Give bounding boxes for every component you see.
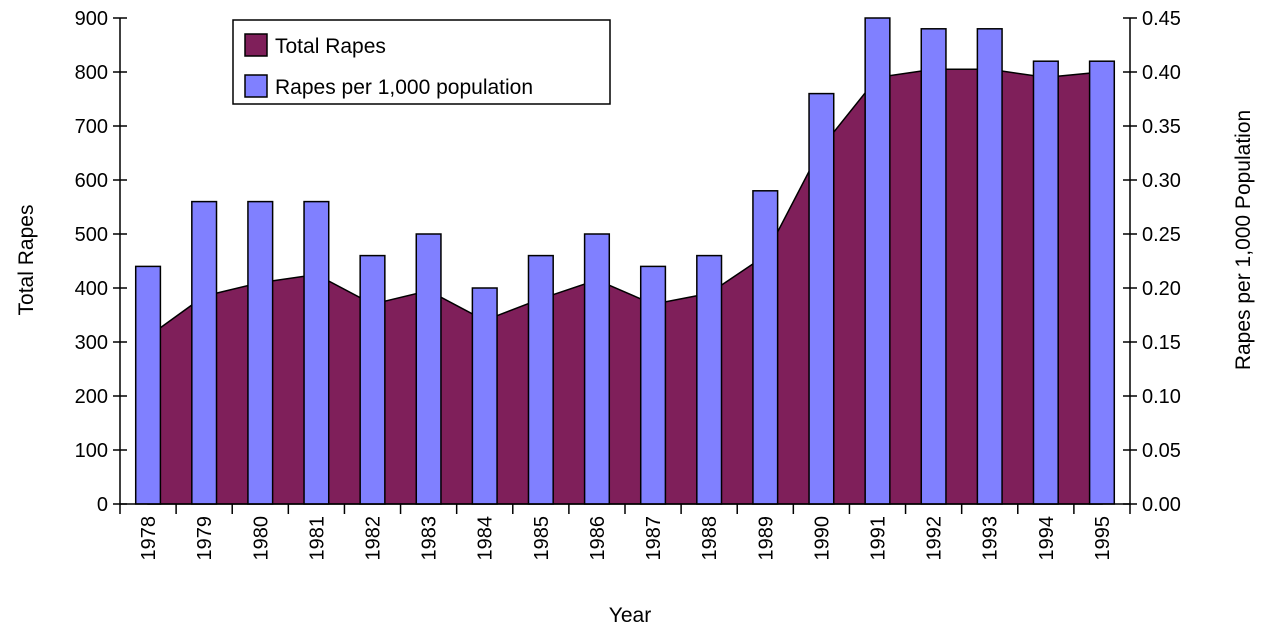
x-tick-label: 1982 [363,516,385,561]
x-tick-label: 1990 [811,516,833,561]
y-tick-label: 200 [75,386,108,408]
bar-1988 [696,254,723,505]
y-axis-title: Total Rapes [15,205,38,316]
bar-1994 [1032,60,1059,505]
y-tick-label: 400 [75,278,108,300]
y-tick-label: 900 [75,8,108,30]
y-tick-label: 600 [75,170,108,192]
bar-1989 [752,190,779,505]
x-tick-label: 1981 [306,516,328,561]
legend-label-total-rapes: Total Rapes [275,35,386,58]
bar-1983 [415,233,442,505]
bar-1980 [247,200,274,505]
y2-tick-label: 0.30 [1142,170,1181,192]
bar-1978 [134,265,162,505]
x-tick-label: 1980 [250,516,272,561]
bar-1995 [1088,60,1116,505]
x-tick-label: 1991 [868,516,890,561]
bar-1985 [527,254,554,505]
x-tick-label: 1993 [980,516,1002,561]
x-tick-label: 1995 [1092,516,1114,561]
y2-tick-label: 0.05 [1142,440,1181,462]
plot-area: 0 100 200 300 400 500 600 700 800 900 0.00 0.05 0.10… [75,8,1181,561]
y2-tick-label: 0.35 [1142,116,1181,138]
y2-tick-label: 0.45 [1142,8,1181,30]
area-total-rapes [147,68,1103,505]
y2-tick-label: 0.00 [1142,494,1181,516]
x-tick-label: 1986 [587,516,609,561]
y-tick-label: 700 [75,116,108,138]
bar-1979 [191,200,218,505]
y2-tick-label: 0.10 [1142,386,1181,408]
bar-1982 [359,254,386,505]
y2-tick-label: 0.40 [1142,62,1181,84]
x-tick-label: 1994 [1036,516,1058,561]
y2-tick-label: 0.15 [1142,332,1181,354]
legend-label-rapes-per-1000: Rapes per 1,000 population [275,76,533,99]
x-tick-label: 1983 [419,516,441,561]
x-tick-label: 1989 [755,516,777,561]
x-tick-label: 1978 [138,516,160,561]
bar-1992 [920,28,947,505]
legend: Total Rapes Rapes per 1,000 population [232,19,611,105]
x-tick-label: 1979 [194,516,216,561]
x-tick-label: 1988 [699,516,721,561]
x-axis-title: Year [609,604,651,627]
x-tick-label: 1987 [643,516,665,561]
y2-axis-title: Rapes per 1,000 Population [1232,110,1255,370]
y2-tick-label: 0.20 [1142,278,1181,300]
y-tick-label: 300 [75,332,108,354]
y-tick-label: 0 [97,494,108,516]
bar-1993 [976,28,1003,505]
y-tick-label: 800 [75,62,108,84]
x-tick-label: 1992 [924,516,946,561]
x-tick-label: 1984 [475,516,497,561]
legend-box [232,19,611,105]
bar-1991 [864,17,891,505]
legend-swatch-rapes-per-1000 [244,74,268,98]
bar-1987 [639,265,667,505]
y2-tick-label: 0.25 [1142,224,1181,246]
bar-1981 [303,200,330,505]
bar-1990 [808,92,835,505]
legend-swatch-total-rapes [244,33,268,57]
x-tick-label: 1985 [531,516,553,561]
y-tick-label: 100 [75,440,108,462]
bar-1986 [583,233,611,505]
y-tick-label: 500 [75,224,108,246]
bar-1984 [471,287,498,505]
